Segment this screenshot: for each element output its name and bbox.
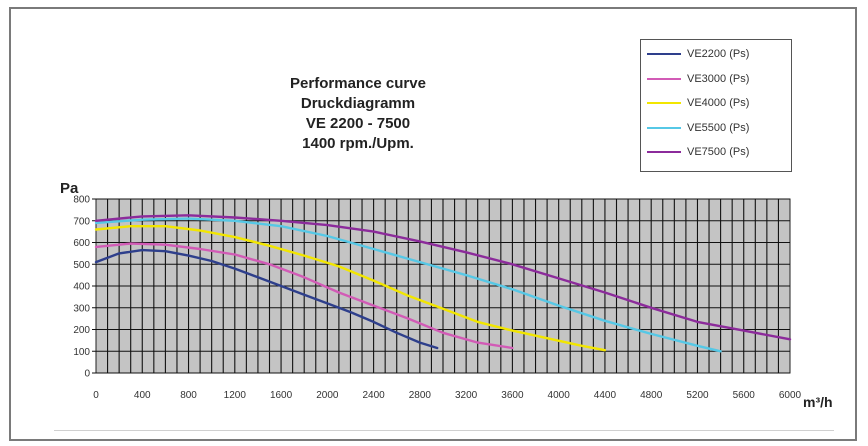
y-tick-label: 700 bbox=[73, 216, 90, 227]
x-tick-label: 2000 bbox=[316, 390, 339, 401]
legend-swatch bbox=[647, 102, 681, 104]
title-line-2: Druckdiagramm bbox=[300, 95, 416, 112]
legend-label: VE5500 (Ps) bbox=[687, 121, 750, 134]
series-line-4 bbox=[94, 217, 722, 353]
legend-item: VE7500 (Ps) bbox=[647, 144, 749, 160]
y-tick-label: 600 bbox=[73, 238, 90, 249]
legend-label: VE7500 (Ps) bbox=[687, 146, 750, 158]
x-tick-label: 4800 bbox=[640, 390, 663, 401]
legend-swatch bbox=[647, 53, 681, 55]
y-tick-label: 800 bbox=[73, 195, 90, 206]
x-tick-label: 2800 bbox=[409, 390, 432, 401]
legend: VE2200 (Ps) VE3000 (Ps) VE4000 (Ps) VE5500 … bbox=[640, 39, 792, 172]
series-line-1 bbox=[94, 248, 439, 350]
series-line-3 bbox=[94, 224, 607, 352]
y-tick-label: 400 bbox=[73, 282, 90, 293]
x-tick-label: 5600 bbox=[733, 390, 756, 401]
title-line-3: VE 2200 - 7500 bbox=[305, 115, 411, 132]
legend-label: VE3000 (Ps) bbox=[687, 72, 750, 85]
bottom-rule bbox=[54, 430, 834, 431]
x-axis-unit: m³/h bbox=[803, 394, 833, 410]
x-tick-label: 0 bbox=[93, 390, 99, 401]
y-axis-unit: Pa bbox=[60, 180, 79, 197]
title-line-1: Performance curve bbox=[290, 75, 426, 92]
legend-swatch bbox=[647, 77, 681, 80]
x-tick-label: 2400 bbox=[362, 390, 385, 401]
y-tick-label: 500 bbox=[73, 260, 90, 271]
legend-item: VE3000 (Ps) bbox=[647, 71, 749, 87]
x-tick-label: 4400 bbox=[594, 390, 617, 401]
x-tick-label: 800 bbox=[180, 390, 197, 401]
legend-swatch bbox=[647, 151, 681, 153]
x-tick-label: 4000 bbox=[548, 390, 571, 401]
x-tick-label: 3200 bbox=[455, 390, 478, 401]
x-tick-label: 3600 bbox=[501, 390, 524, 401]
series-line-2 bbox=[94, 242, 514, 350]
x-tick-label: 400 bbox=[134, 390, 151, 401]
y-tick-label: 100 bbox=[73, 347, 90, 358]
y-tick-label: 300 bbox=[73, 303, 90, 314]
legend-item: VE4000 (Ps) bbox=[647, 95, 749, 111]
legend-swatch bbox=[647, 126, 681, 129]
x-tick-label: 5200 bbox=[686, 390, 709, 401]
legend-item: VE5500 (Ps) bbox=[647, 120, 749, 136]
title-line-4: 1400 rpm./Upm. bbox=[302, 135, 414, 152]
series-line-5 bbox=[94, 214, 792, 341]
chart-title: Performance curve Druckdiagramm VE 2200 … bbox=[248, 74, 468, 154]
x-tick-label: 1600 bbox=[270, 390, 293, 401]
x-tick-label: 6000 bbox=[779, 390, 802, 401]
x-tick-label: 1200 bbox=[224, 390, 247, 401]
legend-label: VE2200 (Ps) bbox=[687, 48, 750, 60]
legend-item: VE2200 (Ps) bbox=[647, 46, 749, 62]
y-tick-label: 0 bbox=[84, 369, 90, 380]
y-tick-label: 200 bbox=[73, 325, 90, 336]
legend-label: VE4000 (Ps) bbox=[687, 97, 750, 109]
